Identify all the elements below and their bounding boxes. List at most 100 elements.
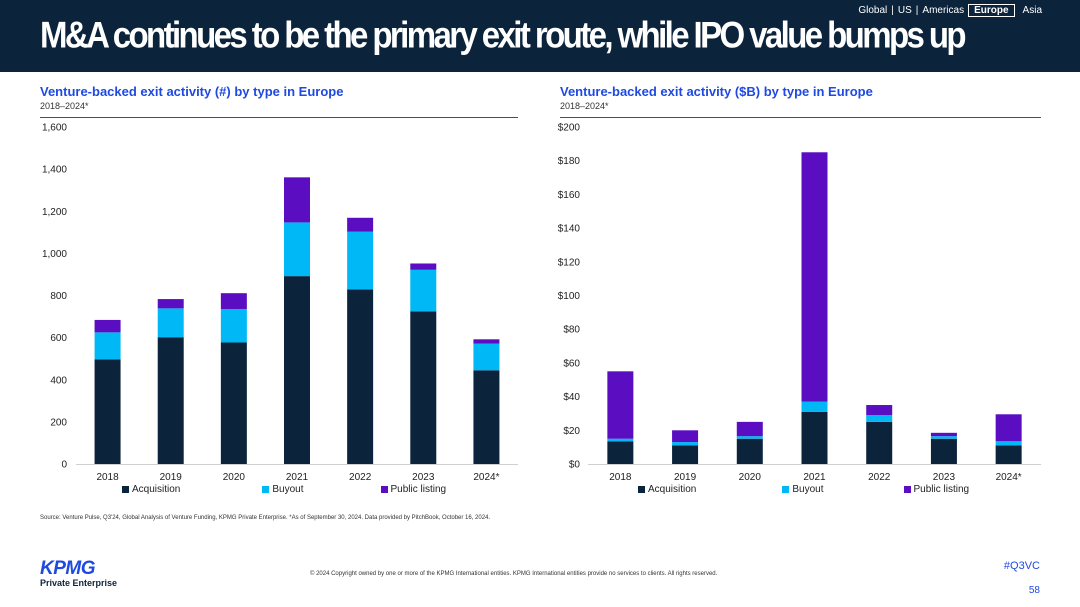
bar-buyout-2020 — [220, 308, 247, 343]
x-tick-label: 2018 — [609, 472, 632, 483]
bar-acquisition-2020 — [736, 438, 763, 464]
legend-swatch-public-listing — [903, 486, 911, 493]
region-separator: | — [891, 5, 894, 16]
copyright-text: © 2024 Copyright owned by one or more of… — [310, 571, 718, 577]
y-tick-label: $0 — [569, 460, 581, 471]
header-bar: M&A continues to be the primary exit rou… — [0, 0, 1080, 72]
bar-public-listing-2022 — [866, 405, 893, 416]
exit-count-chart: 0 200 400 600 800 1,000 1,200 1,400 1,600 2018 201… — [42, 123, 518, 483]
bar-acquisition-2024 — [473, 370, 500, 464]
bar-acquisition-2023 — [930, 438, 957, 464]
x-tick-label: 2021 — [803, 472, 826, 483]
legend-label-public-listing: Public listing — [390, 484, 447, 495]
y-tick-label: 0 — [61, 460, 67, 471]
bar-buyout-2019 — [157, 308, 184, 338]
legend-item-public-listing: Public listing — [903, 484, 970, 495]
x-tick-label: 2023 — [412, 472, 435, 483]
legend-swatch-acquisition — [122, 486, 129, 493]
bar-acquisition-2024 — [995, 445, 1022, 464]
bar-public-listing-2021 — [284, 177, 310, 223]
bar-buyout-2023 — [930, 436, 957, 439]
region-link-americas[interactable]: Americas — [922, 5, 965, 16]
bar-buyout-2022 — [866, 415, 893, 422]
bar-public-listing-2024 — [473, 339, 500, 344]
y-tick-label: 400 — [50, 375, 67, 386]
y-tick-label: $80 — [563, 325, 580, 336]
bar-public-listing-2022 — [347, 217, 374, 232]
x-tick-label: 2024* — [473, 472, 499, 483]
y-tick-label: 600 — [50, 333, 67, 344]
bar-buyout-2022 — [347, 231, 374, 290]
page-title: M&A continues to be the primary exit rou… — [40, 14, 967, 56]
bar-buyout-2019 — [672, 442, 699, 446]
x-tick-label: 2022 — [349, 472, 372, 483]
region-link-us[interactable]: US — [897, 5, 912, 16]
bar-acquisition-2023 — [410, 311, 437, 464]
x-tick-label: 2021 — [286, 472, 309, 483]
x-tick-label: 2024* — [996, 472, 1022, 483]
region-link-asia[interactable]: Asia — [1022, 5, 1042, 16]
bar-buyout-2018 — [607, 438, 634, 442]
y-tick-label: 1,400 — [42, 165, 67, 176]
y-tick-label: $100 — [558, 291, 581, 302]
x-tick-label: 2020 — [739, 472, 762, 483]
legend-label-buyout: Buyout — [272, 484, 304, 495]
bar-public-listing-2023 — [930, 432, 957, 437]
legend-count: Acquisition Buyout Public listing — [122, 484, 446, 495]
x-tick-label: 2020 — [223, 472, 246, 483]
bar-public-listing-2019 — [672, 430, 699, 443]
bar-acquisition-2020 — [220, 342, 247, 464]
chart-divider-value — [560, 117, 1041, 118]
legend-label-acquisition: Acquisition — [648, 484, 697, 495]
bar-buyout-2024 — [995, 441, 1022, 446]
y-tick-label: $140 — [558, 224, 581, 235]
y-tick-label: $180 — [558, 156, 581, 167]
chart-subtitle-value: 2018–2024* — [560, 101, 609, 111]
x-tick-label: 2019 — [674, 472, 697, 483]
logo-subtitle: Private Enterprise — [40, 578, 118, 588]
legend-swatch-acquisition — [638, 486, 645, 493]
legend-label-buyout: Buyout — [792, 484, 824, 495]
bar-public-listing-2024 — [995, 414, 1022, 442]
bar-public-listing-2018 — [607, 371, 634, 439]
region-separator: | — [915, 5, 919, 16]
bar-public-listing-2023 — [410, 263, 437, 270]
bar-buyout-2021 — [284, 222, 310, 277]
bar-public-listing-2019 — [157, 299, 184, 309]
logo-wordmark: KPMG — [40, 558, 96, 579]
x-tick-label: 2023 — [933, 472, 956, 483]
legend-swatch-public-listing — [380, 486, 388, 493]
bar-buyout-2021 — [801, 401, 828, 412]
bar-acquisition-2022 — [347, 289, 374, 464]
x-tick-label: 2019 — [160, 472, 183, 483]
legend-item-acquisition: Acquisition — [638, 484, 696, 495]
chart-title-count: Venture-backed exit activity (#) by type… — [40, 84, 344, 99]
bar-acquisition-2018 — [94, 359, 121, 464]
bar-acquisition-2021 — [801, 411, 828, 464]
x-tick-label: 2022 — [868, 472, 891, 483]
legend-label-public-listing: Public listing — [913, 484, 970, 495]
bar-acquisition-2019 — [672, 445, 699, 464]
chart-divider-count — [40, 117, 518, 118]
legend-value: Acquisition Buyout Public listing — [638, 484, 969, 495]
y-tick-label: $200 — [558, 123, 581, 134]
legend-swatch-buyout — [782, 486, 790, 493]
y-tick-label: 800 — [50, 291, 67, 302]
y-tick-label: $160 — [558, 190, 581, 201]
bar-acquisition-2022 — [866, 421, 893, 464]
chart-subtitle-count: 2018–2024* — [40, 101, 89, 111]
legend-swatch-buyout — [262, 486, 270, 493]
legend-item-buyout: Buyout — [782, 484, 824, 495]
bar-public-listing-2021 — [801, 152, 828, 402]
bar-public-listing-2020 — [220, 293, 247, 309]
y-tick-label: $120 — [558, 257, 581, 268]
bar-public-listing-2018 — [94, 319, 121, 333]
chart-title-value: Venture-backed exit activity ($B) by typ… — [560, 84, 873, 99]
bar-buyout-2020 — [736, 436, 763, 439]
hashtag: #Q3VC — [1003, 560, 1040, 572]
region-link-global[interactable]: Global — [858, 5, 888, 16]
y-tick-label: $40 — [563, 392, 580, 403]
region-link-europe[interactable]: Europe — [968, 4, 1015, 17]
page-number: 58 — [1028, 585, 1040, 596]
bar-acquisition-2021 — [284, 276, 310, 464]
